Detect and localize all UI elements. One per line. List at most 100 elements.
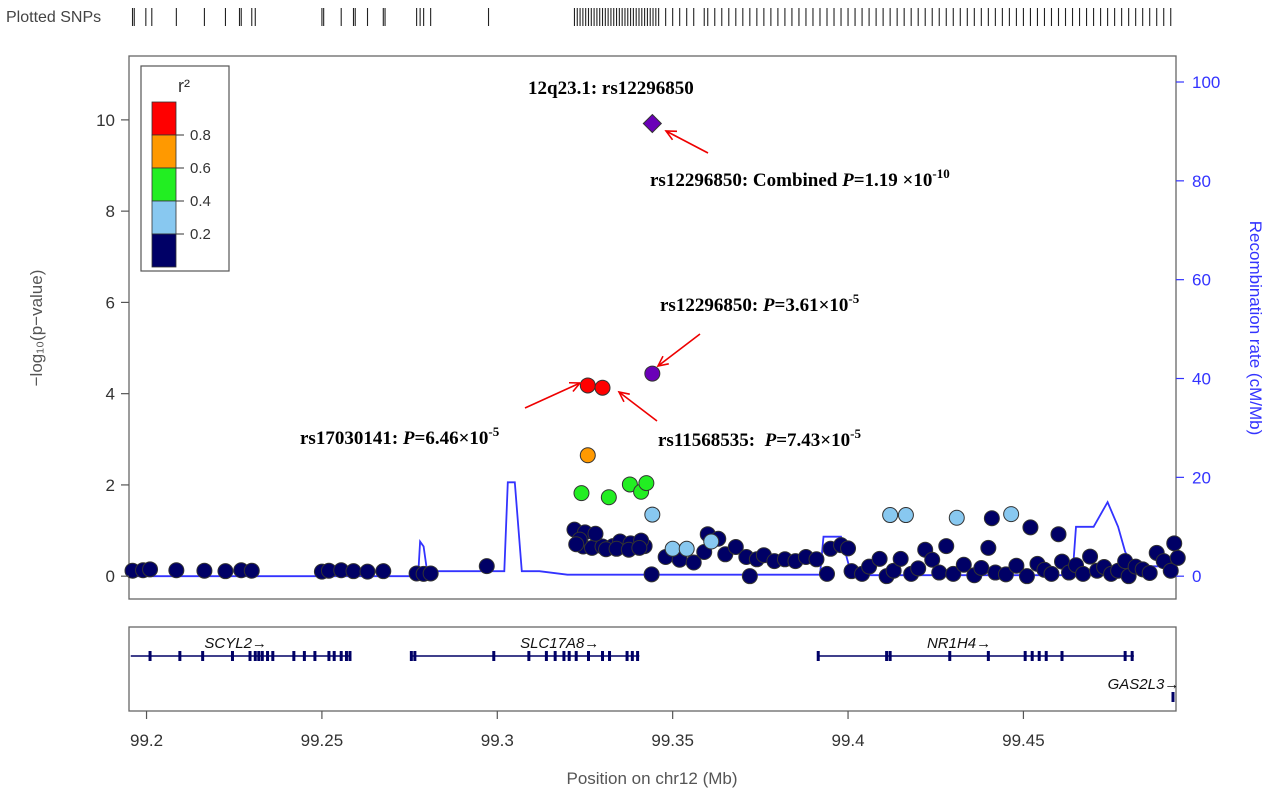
snp-point [685, 554, 702, 571]
snp-point [345, 563, 362, 580]
snp-point [375, 563, 392, 580]
snp-point [594, 379, 611, 396]
y-right-tick-label: 100 [1192, 73, 1220, 92]
gene-exon [630, 651, 634, 661]
gene-exon [986, 651, 990, 661]
legend-swatch [151, 233, 177, 268]
snp-point [983, 510, 1000, 527]
snp-point [1050, 526, 1067, 543]
gene-exon [562, 651, 566, 661]
snp-point [1003, 506, 1020, 523]
snp-point [196, 562, 213, 579]
annotation-combined-exp: -10 [932, 166, 949, 181]
gene-track: SCYL2→ SLC17A8→ NR1H4→ GAS2L3→ [130, 635, 1179, 702]
y-left-tick-label: 10 [96, 111, 115, 130]
y-left-tick-label: 8 [106, 202, 115, 221]
plotted-snps-label: Plotted SNPs [6, 9, 101, 26]
snp-point [644, 506, 661, 523]
x-tick-label: 99.4 [831, 731, 864, 750]
gene-exon [574, 651, 578, 661]
y-right-tick-label: 20 [1192, 468, 1211, 487]
snp-point [643, 566, 660, 583]
snp-point [1141, 564, 1158, 581]
snp-point [600, 489, 617, 506]
annotation-rs17030141-prefix: rs17030141: [300, 428, 403, 449]
legend-swatch [151, 101, 177, 136]
annotation-combined-p: P [841, 170, 854, 191]
gene-exon [257, 651, 261, 661]
arrow-rs17030141-shaft [524, 382, 581, 409]
snp-point [573, 485, 590, 502]
gene: GAS2L3→ [1108, 676, 1179, 702]
y-left-tick-label: 6 [106, 293, 115, 312]
annotation-rs11568535-value: =7.43×10 [776, 430, 850, 451]
snp-point [980, 539, 997, 556]
gene-exon [948, 651, 952, 661]
snp-point [1162, 562, 1179, 579]
gene-exon [332, 651, 336, 661]
snp-point [892, 550, 909, 567]
snp-point [621, 476, 638, 493]
x-tick-label: 99.35 [651, 731, 694, 750]
gene-exon [544, 651, 548, 661]
arrow-lead-shaft [657, 333, 701, 367]
recombination-rate-line [129, 481, 1176, 578]
snp-point [478, 558, 495, 575]
gene-track-frame [128, 626, 1177, 712]
gene-exon [1030, 651, 1034, 661]
plot-frame [128, 55, 1177, 600]
gene-exon [1044, 651, 1048, 661]
snp-point [948, 509, 965, 526]
snp-point [973, 559, 990, 576]
x-axis-label: Position on chr12 (Mb) [566, 769, 737, 788]
y-left-tick-label: 2 [106, 476, 115, 495]
snp-point [664, 540, 681, 557]
gene-exon [260, 651, 264, 661]
annotation-rs17030141: rs17030141: P=6.46×10-5 [300, 424, 500, 449]
snp-point [924, 551, 941, 568]
snp-point [631, 539, 648, 556]
snp-point [587, 525, 604, 542]
gene-exon [409, 651, 413, 661]
legend-title: r² [178, 76, 190, 96]
arrow-rs11568535 [617, 390, 658, 422]
arrow-rs17030141 [524, 381, 582, 409]
gene-exon [586, 651, 590, 661]
gene-exon [178, 651, 182, 661]
annotation-lead-exp: -5 [848, 291, 859, 306]
arrow-rs11568535-head [617, 390, 630, 403]
gene-exon [327, 651, 331, 661]
annotation-lead-value: =3.61×10 [775, 295, 849, 316]
gene-exon [348, 651, 352, 661]
arrow-lead-head [656, 355, 669, 368]
legend-tick-label: 0.6 [190, 160, 211, 177]
gene-exon [816, 651, 820, 661]
gene-exon [636, 651, 640, 661]
gene-exon [1023, 651, 1027, 661]
snp-point [1169, 549, 1186, 566]
gene-exon [625, 651, 629, 661]
snp-point [741, 568, 758, 585]
gene-exon [527, 651, 531, 661]
snp-point [910, 560, 927, 577]
gene-exon [492, 651, 496, 661]
snp-point [638, 475, 655, 492]
lead-snp-combined-diamond [642, 113, 663, 134]
snp-point [808, 551, 825, 568]
snp-point [1008, 557, 1025, 574]
arrow-lead [656, 333, 701, 368]
gene-exon [253, 651, 257, 661]
gene-exon [292, 651, 296, 661]
snp-point [840, 540, 857, 557]
gene-exon [1060, 651, 1064, 661]
legend-tick-label: 0.4 [190, 193, 211, 210]
annotation-combined-value: =1.19 ×10 [854, 170, 933, 191]
gene-exon [266, 651, 270, 661]
gene-exon [230, 651, 234, 661]
gene-exon [201, 651, 205, 661]
snp-point [579, 447, 596, 464]
gene-exon [601, 651, 605, 661]
legend-swatch [151, 200, 177, 235]
snp-points-layer [124, 113, 1186, 585]
